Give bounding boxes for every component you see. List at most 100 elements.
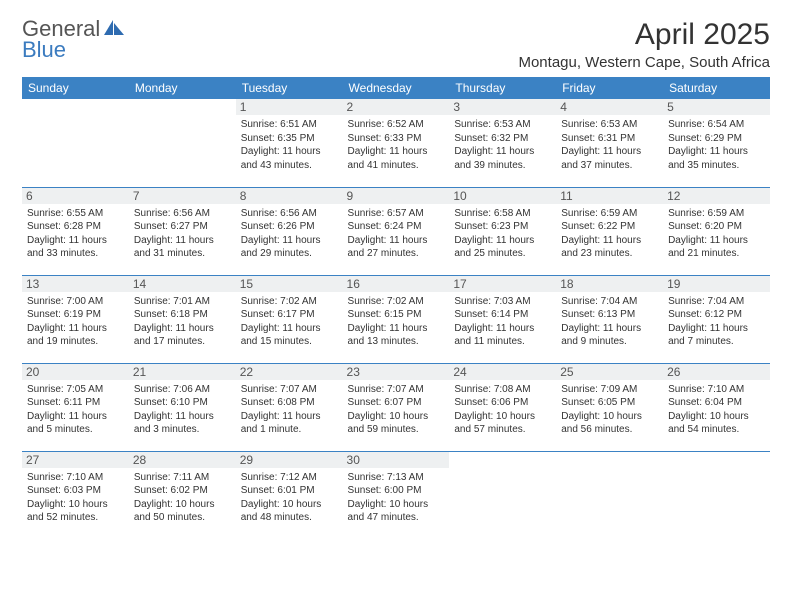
sunset-text: Sunset: 6:27 PM [134, 220, 231, 234]
calendar-table: Sunday Monday Tuesday Wednesday Thursday… [22, 77, 770, 539]
sunrise-text: Sunrise: 7:09 AM [561, 383, 658, 397]
sunset-text: Sunset: 6:32 PM [454, 132, 551, 146]
sunset-text: Sunset: 6:28 PM [27, 220, 124, 234]
calendar-day: 17Sunrise: 7:03 AMSunset: 6:14 PMDayligh… [449, 275, 556, 363]
day-info: Sunrise: 7:07 AMSunset: 6:08 PMDaylight:… [241, 383, 338, 437]
brand-name-2: Blue [22, 39, 100, 61]
day-info: Sunrise: 7:01 AMSunset: 6:18 PMDaylight:… [134, 295, 231, 349]
daylight-text: Daylight: 11 hours and 3 minutes. [134, 410, 231, 437]
sunset-text: Sunset: 6:24 PM [348, 220, 445, 234]
dayhead-thursday: Thursday [449, 77, 556, 99]
day-number: 16 [343, 276, 450, 292]
day-info: Sunrise: 7:02 AMSunset: 6:15 PMDaylight:… [348, 295, 445, 349]
calendar-day: 22Sunrise: 7:07 AMSunset: 6:08 PMDayligh… [236, 363, 343, 451]
day-number: 13 [22, 276, 129, 292]
daylight-text: Daylight: 11 hours and 11 minutes. [454, 322, 551, 349]
sunset-text: Sunset: 6:26 PM [241, 220, 338, 234]
day-number: 9 [343, 188, 450, 204]
day-number: 10 [449, 188, 556, 204]
day-info: Sunrise: 7:04 AMSunset: 6:12 PMDaylight:… [668, 295, 765, 349]
sunrise-text: Sunrise: 6:52 AM [348, 118, 445, 132]
day-number: 20 [22, 364, 129, 380]
sunrise-text: Sunrise: 7:01 AM [134, 295, 231, 309]
daylight-text: Daylight: 10 hours and 57 minutes. [454, 410, 551, 437]
daylight-text: Daylight: 11 hours and 35 minutes. [668, 145, 765, 172]
sunrise-text: Sunrise: 7:04 AM [561, 295, 658, 309]
sunset-text: Sunset: 6:07 PM [348, 396, 445, 410]
calendar-day: 1Sunrise: 6:51 AMSunset: 6:35 PMDaylight… [236, 99, 343, 187]
daylight-text: Daylight: 11 hours and 21 minutes. [668, 234, 765, 261]
calendar-day: 30Sunrise: 7:13 AMSunset: 6:00 PMDayligh… [343, 451, 450, 539]
calendar-week: 20 Sunrise: 7:05 AMSunset: 6:11 PMDayligh… [22, 363, 770, 451]
day-info: Sunrise: 6:58 AMSunset: 6:23 PMDaylight:… [454, 207, 551, 261]
dayhead-tuesday: Tuesday [236, 77, 343, 99]
daylight-text: Daylight: 10 hours and 56 minutes. [561, 410, 658, 437]
day-info: Sunrise: 7:10 AMSunset: 6:04 PMDaylight:… [668, 383, 765, 437]
sunrise-text: Sunrise: 7:10 AM [668, 383, 765, 397]
calendar-day: 23Sunrise: 7:07 AMSunset: 6:07 PMDayligh… [343, 363, 450, 451]
daylight-text: Daylight: 11 hours and 9 minutes. [561, 322, 658, 349]
daylight-text: Daylight: 11 hours and 7 minutes. [668, 322, 765, 349]
sunset-text: Sunset: 6:33 PM [348, 132, 445, 146]
calendar-day: 18Sunrise: 7:04 AMSunset: 6:13 PMDayligh… [556, 275, 663, 363]
daylight-text: Daylight: 11 hours and 23 minutes. [561, 234, 658, 261]
calendar-day: 13 Sunrise: 7:00 AMSunset: 6:19 PMDayligh… [22, 275, 129, 363]
sunrise-text: Sunrise: 6:56 AM [134, 207, 231, 221]
sunset-text: Sunset: 6:12 PM [668, 308, 765, 322]
dayhead-row: Sunday Monday Tuesday Wednesday Thursday… [22, 77, 770, 99]
sunrise-text: Sunrise: 7:06 AM [134, 383, 231, 397]
calendar-day [129, 99, 236, 187]
sunrise-text: Sunrise: 6:59 AM [561, 207, 658, 221]
day-number: 11 [556, 188, 663, 204]
sunset-text: Sunset: 6:06 PM [454, 396, 551, 410]
sunset-text: Sunset: 6:10 PM [134, 396, 231, 410]
day-number: 5 [663, 99, 770, 115]
sunset-text: Sunset: 6:35 PM [241, 132, 338, 146]
calendar-day: 2Sunrise: 6:52 AMSunset: 6:33 PMDaylight… [343, 99, 450, 187]
sunset-text: Sunset: 6:29 PM [668, 132, 765, 146]
calendar-day: 21 Sunrise: 7:06 AMSunset: 6:10 PMDayligh… [129, 363, 236, 451]
day-info: Sunrise: 7:02 AMSunset: 6:17 PMDaylight:… [241, 295, 338, 349]
calendar-day [663, 451, 770, 539]
sunset-text: Sunset: 6:08 PM [241, 396, 338, 410]
calendar-day: 15 Sunrise: 7:02 AMSunset: 6:17 PMDayligh… [236, 275, 343, 363]
brand-logo: General Blue [22, 18, 124, 61]
calendar-day: 28Sunrise: 7:11 AMSunset: 6:02 PMDayligh… [129, 451, 236, 539]
sunset-text: Sunset: 6:05 PM [561, 396, 658, 410]
day-number: 15 [236, 276, 343, 292]
calendar-day: 29Sunrise: 7:12 AMSunset: 6:01 PMDayligh… [236, 451, 343, 539]
sunrise-text: Sunrise: 6:54 AM [668, 118, 765, 132]
sunset-text: Sunset: 6:22 PM [561, 220, 658, 234]
calendar-day: 3Sunrise: 6:53 AMSunset: 6:32 PMDaylight… [449, 99, 556, 187]
day-info: Sunrise: 7:00 AMSunset: 6:19 PMDaylight:… [27, 295, 124, 349]
day-number: 21 [129, 364, 236, 380]
daylight-text: Daylight: 11 hours and 15 minutes. [241, 322, 338, 349]
day-info: Sunrise: 7:03 AMSunset: 6:14 PMDaylight:… [454, 295, 551, 349]
daylight-text: Daylight: 11 hours and 31 minutes. [134, 234, 231, 261]
sunrise-text: Sunrise: 7:04 AM [668, 295, 765, 309]
day-info: Sunrise: 6:53 AMSunset: 6:31 PMDaylight:… [561, 118, 658, 172]
daylight-text: Daylight: 10 hours and 50 minutes. [134, 498, 231, 525]
calendar-day: 26Sunrise: 7:10 AMSunset: 6:04 PMDayligh… [663, 363, 770, 451]
sunrise-text: Sunrise: 7:03 AM [454, 295, 551, 309]
sunset-text: Sunset: 6:13 PM [561, 308, 658, 322]
daylight-text: Daylight: 11 hours and 25 minutes. [454, 234, 551, 261]
day-info: Sunrise: 7:05 AMSunset: 6:11 PMDaylight:… [27, 383, 124, 437]
day-number: 29 [236, 452, 343, 468]
sunset-text: Sunset: 6:01 PM [241, 484, 338, 498]
day-info: Sunrise: 6:56 AMSunset: 6:27 PMDaylight:… [134, 207, 231, 261]
sunset-text: Sunset: 6:31 PM [561, 132, 658, 146]
daylight-text: Daylight: 11 hours and 39 minutes. [454, 145, 551, 172]
sunset-text: Sunset: 6:03 PM [27, 484, 124, 498]
sunrise-text: Sunrise: 7:11 AM [134, 471, 231, 485]
day-number: 19 [663, 276, 770, 292]
sunset-text: Sunset: 6:11 PM [27, 396, 124, 410]
sunrise-text: Sunrise: 6:53 AM [454, 118, 551, 132]
calendar-day: 8Sunrise: 6:56 AMSunset: 6:26 PMDaylight… [236, 187, 343, 275]
sunrise-text: Sunrise: 7:07 AM [241, 383, 338, 397]
sunrise-text: Sunrise: 6:53 AM [561, 118, 658, 132]
sunrise-text: Sunrise: 6:56 AM [241, 207, 338, 221]
daylight-text: Daylight: 11 hours and 17 minutes. [134, 322, 231, 349]
day-number: 7 [129, 188, 236, 204]
day-number: 12 [663, 188, 770, 204]
